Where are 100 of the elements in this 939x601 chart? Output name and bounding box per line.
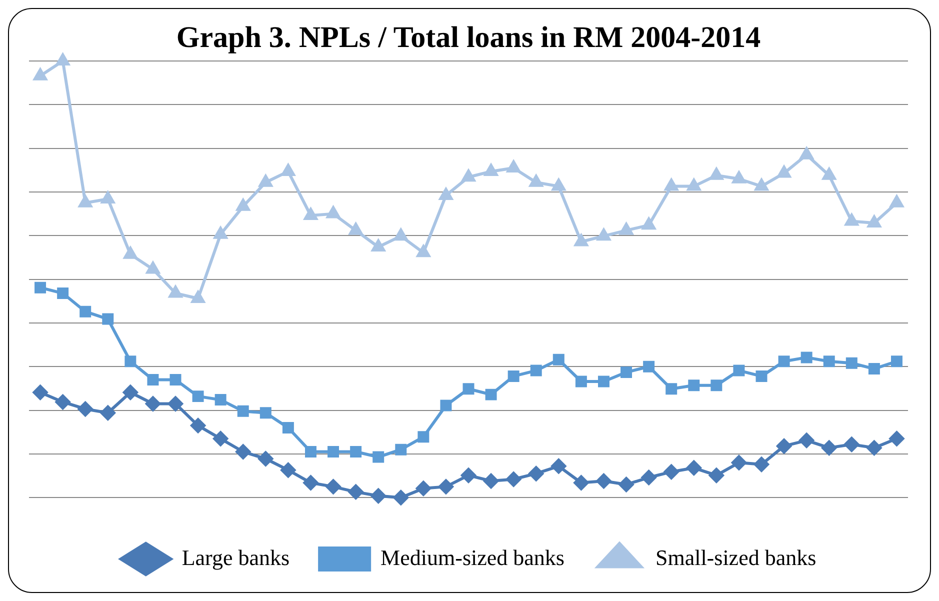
point (708, 468, 724, 483)
point (213, 431, 228, 446)
point (530, 364, 542, 376)
point (551, 458, 566, 474)
point (214, 394, 226, 406)
point (168, 396, 183, 412)
point (462, 170, 476, 182)
point (868, 363, 880, 375)
point (122, 384, 138, 400)
point (506, 472, 522, 487)
point (756, 370, 768, 382)
point (348, 484, 364, 500)
point (328, 446, 340, 458)
point (710, 168, 724, 180)
point (822, 440, 837, 456)
point (34, 282, 46, 294)
point (889, 431, 904, 446)
point (168, 286, 182, 298)
point (528, 466, 544, 482)
point (529, 174, 543, 187)
point (484, 164, 498, 176)
point (393, 490, 408, 506)
legend-label: Medium-sized banks (380, 544, 564, 570)
point (710, 380, 722, 392)
point (100, 405, 116, 420)
point (124, 246, 138, 259)
point (800, 147, 814, 160)
point (258, 451, 274, 466)
point (394, 228, 408, 241)
point (643, 360, 655, 372)
point (102, 313, 114, 325)
point (620, 222, 633, 235)
point (304, 208, 318, 220)
point (754, 456, 769, 472)
point (418, 431, 430, 443)
point (846, 357, 858, 369)
point (799, 432, 814, 448)
point (866, 440, 882, 456)
point (303, 475, 318, 490)
point (236, 444, 251, 460)
point (281, 164, 295, 176)
point (57, 288, 69, 300)
point (461, 468, 476, 483)
point (78, 195, 92, 208)
point (258, 174, 272, 187)
point (236, 198, 250, 211)
point (867, 215, 881, 228)
point (776, 438, 792, 454)
point (574, 234, 588, 246)
point (32, 384, 48, 400)
point (326, 206, 340, 218)
point (552, 178, 566, 191)
point (349, 222, 363, 235)
point (191, 291, 205, 304)
point (146, 262, 160, 274)
legend-label: Large banks (182, 544, 290, 570)
point (56, 54, 70, 66)
point (214, 226, 228, 239)
point (439, 188, 453, 200)
point (641, 470, 656, 486)
point (416, 480, 431, 496)
point (147, 374, 159, 386)
point (731, 455, 746, 470)
point (506, 160, 520, 172)
point (620, 366, 632, 378)
point (778, 356, 790, 368)
point (687, 178, 701, 191)
point (370, 488, 386, 504)
point (260, 407, 272, 419)
point (350, 446, 362, 458)
point (101, 191, 115, 204)
point (170, 374, 182, 386)
point (372, 451, 384, 463)
point (618, 477, 634, 492)
legend-label: Small-sized banks (655, 544, 816, 570)
point (823, 356, 835, 368)
point (192, 390, 204, 402)
point (890, 356, 902, 368)
point (598, 376, 610, 388)
point (78, 401, 93, 416)
point (484, 474, 499, 489)
point (462, 383, 474, 395)
point (666, 383, 678, 395)
point (575, 376, 587, 388)
point (664, 178, 678, 191)
point (822, 168, 836, 180)
point (190, 418, 206, 434)
point (754, 178, 768, 191)
point (597, 228, 610, 241)
point (438, 479, 454, 494)
point (304, 446, 316, 458)
point (124, 356, 136, 368)
point (688, 380, 700, 392)
point (596, 474, 612, 489)
point (732, 171, 746, 184)
point (80, 306, 92, 318)
point (440, 400, 452, 412)
point (844, 214, 858, 226)
point (372, 239, 386, 252)
point (326, 479, 341, 494)
